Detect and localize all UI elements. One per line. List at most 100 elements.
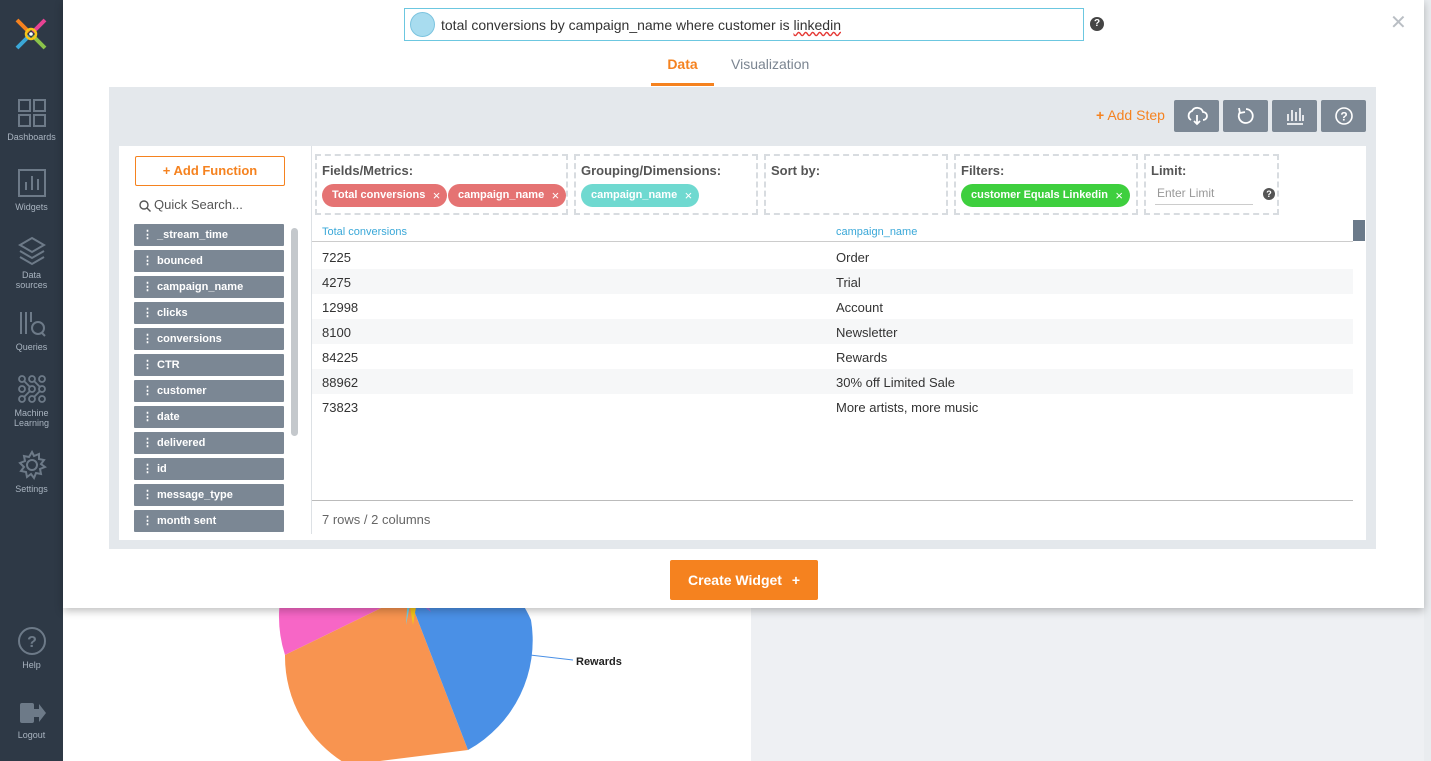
quick-search-input[interactable]: Quick Search...: [139, 197, 285, 215]
queries-icon: [0, 308, 63, 338]
drag-handle-icon: ⋮: [142, 229, 153, 241]
close-icon[interactable]: ✕: [1390, 12, 1407, 34]
field-item[interactable]: ⋮ CTR: [134, 354, 284, 376]
sort-by-dropzone[interactable]: Sort by:: [764, 154, 948, 215]
nav-item-queries[interactable]: Queries: [0, 308, 63, 352]
machine-learning-icon: [0, 374, 63, 404]
limit-input[interactable]: Enter Limit: [1155, 186, 1253, 205]
limit-help-icon[interactable]: ?: [1263, 188, 1275, 200]
drag-handle-icon: ⋮: [142, 437, 153, 449]
dropzone-title: Sort by:: [771, 163, 821, 178]
field-item[interactable]: ⋮ customer: [134, 380, 284, 402]
field-item[interactable]: ⋮ message_type: [134, 484, 284, 506]
help-icon: ?: [0, 626, 63, 656]
pill-campaign-name-group[interactable]: campaign_name ×: [581, 184, 700, 207]
field-list-scrollbar[interactable]: [291, 228, 298, 436]
pie-label-leader: [345, 751, 349, 761]
assistant-icon: [410, 12, 435, 37]
field-item[interactable]: ⋮ month sent: [134, 510, 284, 532]
drag-handle-icon: ⋮: [142, 255, 153, 267]
query-input[interactable]: total conversions by campaign_name where…: [404, 8, 1084, 41]
nav-label: Machine Learning: [13, 408, 50, 428]
nav-item-widgets[interactable]: Widgets: [0, 168, 63, 212]
chart-settings-icon: [1286, 108, 1304, 125]
add-step-button[interactable]: + Add Step: [1096, 107, 1165, 123]
remove-icon[interactable]: ×: [551, 188, 560, 203]
add-function-button[interactable]: + Add Function: [135, 156, 285, 186]
nav-item-help[interactable]: ? Help: [0, 626, 63, 670]
remove-icon[interactable]: ×: [432, 188, 441, 203]
pie-label-rewards: Rewards: [576, 656, 622, 668]
table-scrollbar[interactable]: [1353, 220, 1365, 241]
nav-label: Help: [22, 660, 41, 670]
plus-icon: +: [162, 163, 171, 178]
nav-item-data-sources[interactable]: Data sources: [0, 236, 63, 290]
column-header[interactable]: Total conversions: [322, 226, 407, 238]
tab-visualization[interactable]: Visualization: [731, 56, 810, 72]
pie-slice-pink: [279, 600, 398, 655]
svg-text:?: ?: [27, 634, 37, 651]
svg-text:?: ?: [1340, 110, 1347, 124]
field-item[interactable]: ⋮ _stream_time: [134, 224, 284, 246]
dashboards-icon: [0, 98, 63, 128]
app-logo-icon[interactable]: [14, 17, 48, 51]
nav-item-settings[interactable]: Settings: [0, 450, 63, 494]
plus-icon: +: [791, 572, 801, 588]
grouping-dimensions-dropzone[interactable]: Grouping/Dimensions: campaign_name ×: [574, 154, 758, 215]
tab-data[interactable]: Data: [651, 56, 714, 86]
drag-handle-icon: ⋮: [142, 489, 153, 501]
nav-item-dashboards[interactable]: Dashboards: [0, 98, 63, 142]
background-right-panel: [751, 600, 1424, 761]
limit-dropzone: Limit: Enter Limit ?: [1144, 154, 1279, 215]
nav-item-machine-learning[interactable]: Machine Learning: [0, 374, 63, 428]
drag-handle-icon: ⋮: [142, 307, 153, 319]
logout-icon: [0, 700, 63, 726]
drag-handle-icon: ⋮: [142, 385, 153, 397]
field-list: ⋮ _stream_time ⋮ bounced ⋮ campaign_name ⋮ c…: [134, 224, 284, 534]
pill-customer-filter[interactable]: customer Equals Linkedin ×: [961, 184, 1130, 207]
fields-metrics-dropzone[interactable]: Fields/Metrics: Total conversions × campa…: [315, 154, 568, 215]
field-item[interactable]: ⋮ date: [134, 406, 284, 428]
help-button[interactable]: ?: [1321, 100, 1366, 132]
table-row: 88962 30% off Limited Sale: [312, 369, 1353, 394]
dropzone-title: Fields/Metrics:: [322, 163, 414, 178]
pie-label-leader: [529, 654, 574, 661]
chart-settings-button[interactable]: [1272, 100, 1317, 132]
field-item[interactable]: ⋮ clicks: [134, 302, 284, 324]
query-text: total conversions by campaign_name where…: [441, 17, 841, 33]
filters-dropzone[interactable]: Filters: customer Equals Linkedin ×: [954, 154, 1138, 215]
field-item[interactable]: ⋮ bounced: [134, 250, 284, 272]
nav-item-logout[interactable]: Logout: [0, 700, 63, 740]
quick-search-placeholder: Quick Search...: [154, 197, 243, 212]
download-button[interactable]: [1174, 100, 1219, 132]
field-item[interactable]: ⋮ id: [134, 458, 284, 480]
pill-campaign-name[interactable]: campaign_name ×: [448, 184, 567, 207]
table-header-divider: [312, 241, 1353, 242]
refresh-icon: [1237, 107, 1254, 124]
remove-icon[interactable]: ×: [1115, 188, 1123, 203]
field-item[interactable]: ⋮ delivered: [134, 432, 284, 454]
drag-handle-icon: ⋮: [142, 359, 153, 371]
background-pie-chart: [279, 600, 574, 761]
pill-total-conversions[interactable]: Total conversions ×: [322, 184, 448, 207]
divider: [311, 146, 312, 534]
field-item[interactable]: ⋮ conversions: [134, 328, 284, 350]
nav-label: Widgets: [15, 202, 48, 212]
nav-label: Logout: [17, 730, 46, 740]
refresh-button[interactable]: [1223, 100, 1268, 132]
nav-label: Settings: [15, 484, 48, 494]
table-row: 8100 Newsletter: [312, 319, 1353, 344]
pie-slice-orange: [284, 600, 468, 761]
create-widget-button[interactable]: Create Widget +: [670, 560, 818, 600]
query-help-icon[interactable]: ?: [1090, 17, 1104, 31]
column-header[interactable]: campaign_name: [836, 226, 918, 238]
table-row: 7225 Order: [322, 250, 870, 265]
dropzone-title: Filters:: [961, 163, 1005, 178]
left-nav: Dashboards Widgets Data sources Queries …: [0, 0, 63, 761]
field-item[interactable]: ⋮ campaign_name: [134, 276, 284, 298]
drag-handle-icon: ⋮: [142, 411, 153, 423]
pie-slice-blue: [409, 600, 533, 750]
dropzone-title: Grouping/Dimensions:: [581, 163, 722, 178]
data-sources-icon: [0, 236, 63, 266]
remove-icon[interactable]: ×: [684, 188, 693, 203]
